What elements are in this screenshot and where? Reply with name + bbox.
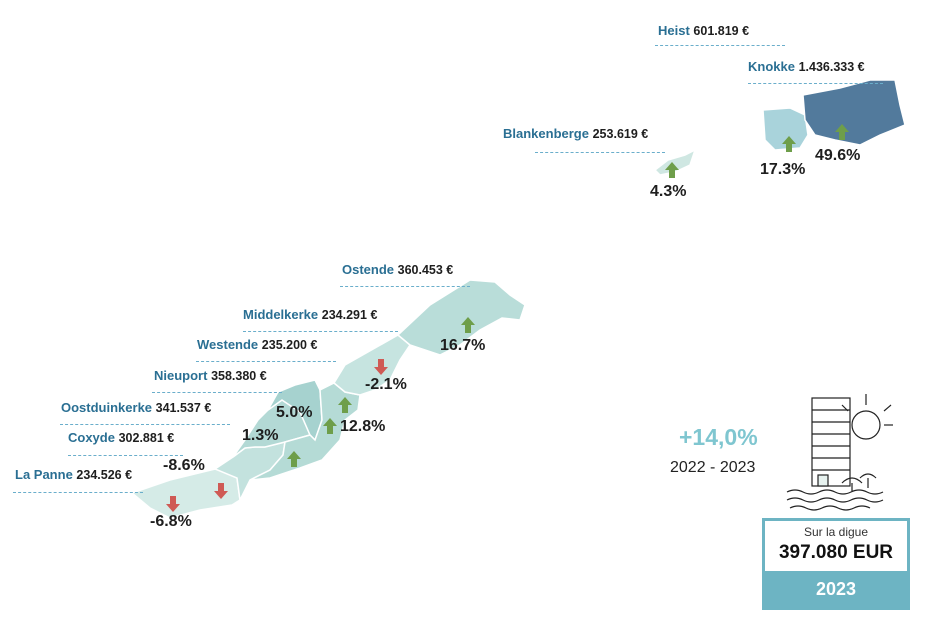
arrow-up-icon-knokke-heist-west bbox=[782, 136, 796, 152]
summary-box: Sur la digue 397.080 EUR 2023 bbox=[762, 518, 910, 610]
change-middelkerke: -2.1% bbox=[365, 376, 407, 393]
building-icon bbox=[811, 397, 851, 487]
leader-oostduinkerke bbox=[60, 424, 230, 425]
change-coxyde: -8.6% bbox=[163, 457, 205, 474]
sun-icon bbox=[851, 410, 881, 440]
arrow-up-icon-oostduinkerke bbox=[287, 451, 301, 467]
summary-change: +14,0% bbox=[679, 424, 758, 450]
change-knokke: 49.6% bbox=[815, 147, 861, 164]
arrow-up-icon-ostende bbox=[461, 317, 475, 333]
arrow-up-icon-knokke bbox=[835, 124, 849, 140]
label-heist: Heist 601.819 € bbox=[658, 23, 750, 38]
summary-period: 2022 - 2023 bbox=[670, 459, 756, 476]
region-knokke[interactable] bbox=[802, 79, 906, 146]
arrow-down-icon-la-panne bbox=[166, 496, 180, 512]
umbrella-icon bbox=[841, 473, 877, 491]
arrow-down-icon-middelkerke bbox=[374, 359, 388, 375]
beach-illustration bbox=[786, 394, 893, 511]
arrow-up-icon-westende bbox=[323, 418, 337, 434]
leader-la-panne bbox=[13, 492, 143, 493]
region-knokke-heist-west[interactable] bbox=[762, 107, 809, 151]
change-oostduinkerke: 1.3% bbox=[242, 427, 279, 444]
box-value: 397.080 EUR bbox=[778, 542, 894, 563]
label-middelkerke: Middelkerke 234.291 € bbox=[243, 307, 378, 322]
change-ostende: 16.7% bbox=[440, 337, 486, 354]
wave-icon bbox=[786, 489, 884, 495]
label-coxyde: Coxyde 302.881 € bbox=[68, 430, 175, 445]
region-middelkerke[interactable] bbox=[333, 334, 411, 396]
leader-middelkerke bbox=[243, 331, 398, 332]
change-nieuport: 5.0% bbox=[276, 404, 313, 421]
leader-ostende bbox=[340, 286, 470, 287]
region-blankenberge[interactable] bbox=[653, 148, 697, 176]
change-la-panne: -6.8% bbox=[150, 513, 192, 530]
region-ostende[interactable] bbox=[396, 279, 526, 356]
leader-knokke bbox=[748, 83, 883, 84]
change-blankenberge: 4.3% bbox=[650, 183, 687, 200]
change-westende: 12.8% bbox=[340, 418, 386, 435]
arrow-up-icon-nieuport bbox=[338, 397, 352, 413]
leader-nieuport bbox=[152, 392, 282, 393]
arrow-up-icon-blankenberge bbox=[665, 162, 679, 178]
leader-heist bbox=[655, 45, 785, 46]
label-westende: Westende 235.200 € bbox=[197, 337, 318, 352]
label-oostduinkerke: Oostduinkerke 341.537 € bbox=[61, 400, 212, 415]
label-knokke: Knokke 1.436.333 € bbox=[748, 59, 865, 74]
label-blankenberge: Blankenberge 253.619 € bbox=[503, 126, 649, 141]
leader-coxyde bbox=[68, 455, 183, 456]
label-ostende: Ostende 360.453 € bbox=[342, 262, 454, 277]
box-year: 2023 bbox=[765, 571, 907, 607]
leader-blankenberge bbox=[535, 152, 665, 153]
leader-westende bbox=[196, 361, 336, 362]
label-la-panne: La Panne 234.526 € bbox=[15, 467, 133, 482]
label-nieuport: Nieuport 358.380 € bbox=[154, 368, 267, 383]
box-label: Sur la digue bbox=[803, 525, 869, 539]
arrow-down-icon-coxyde bbox=[214, 483, 228, 499]
change-knokke-heist-west: 17.3% bbox=[760, 161, 806, 178]
